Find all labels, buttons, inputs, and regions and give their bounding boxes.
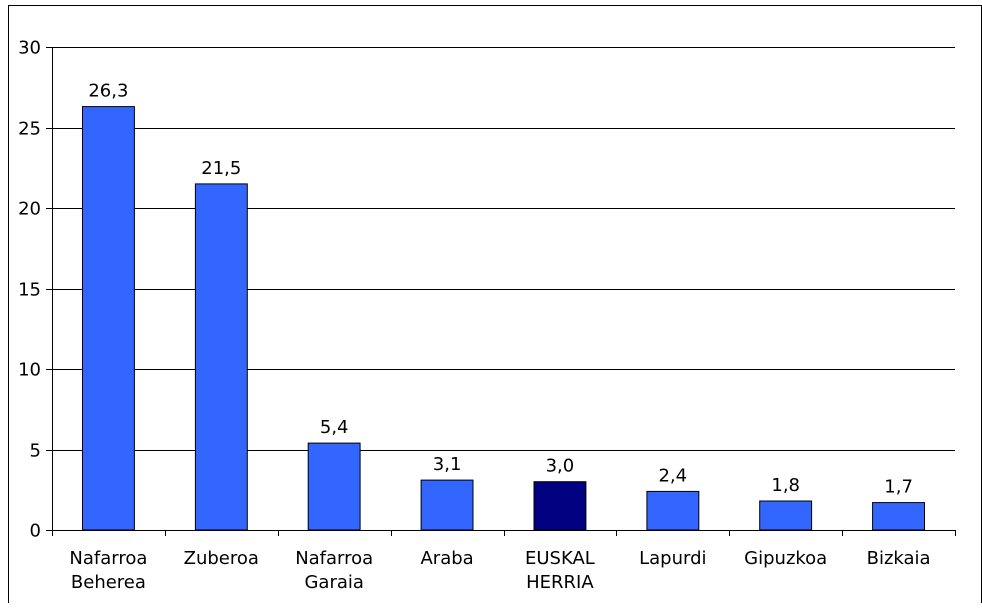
- x-tick-label-line: Araba: [420, 548, 473, 569]
- data-label: 3,1: [433, 454, 462, 475]
- data-label: 1,8: [771, 475, 800, 496]
- y-tick-label: 0: [30, 521, 41, 542]
- y-tick-label: 5: [30, 441, 41, 462]
- data-label: 21,5: [201, 158, 241, 179]
- data-label: 5,4: [320, 417, 349, 438]
- bars: [82, 106, 925, 531]
- x-tick-label-line: EUSKAL: [525, 548, 595, 569]
- data-label: 2,4: [658, 465, 687, 486]
- x-tick-label: Gipuzkoa: [744, 548, 827, 569]
- labels: 26,3 21,5 5,4 3,1 3,0 2,4 1,8 1,7 0 5 10 15 20 25 30 Na…: [18, 38, 930, 594]
- x-tick-label-line: Zuberoa: [184, 548, 259, 569]
- bar: [872, 502, 925, 531]
- data-label: 1,7: [884, 477, 913, 498]
- bar: [533, 481, 587, 531]
- x-tick-label: Bizkaia: [867, 548, 931, 569]
- y-tick-label: 25: [18, 119, 41, 140]
- x-tick-label: Zuberoa: [184, 548, 259, 569]
- x-tick-label-line: Lapurdi: [639, 548, 706, 569]
- y-tick-label: 10: [18, 360, 41, 381]
- x-tick-label-line: Beherea: [71, 572, 146, 593]
- x-tick-label-line: Nafarroa: [69, 548, 147, 569]
- x-tick-label: Nafarroa Garaia: [295, 548, 373, 593]
- x-tick-label: EUSKAL HERRIA: [525, 548, 595, 593]
- bar: [420, 479, 474, 531]
- x-tick-label-line: Garaia: [304, 572, 363, 593]
- x-tick-label-line: Bizkaia: [867, 548, 931, 569]
- y-tick-label: 30: [18, 38, 41, 59]
- y-tick-label: 20: [18, 199, 41, 220]
- x-tick-label-line: Nafarroa: [295, 548, 373, 569]
- x-tick-label-line: HERRIA: [526, 572, 594, 593]
- data-label: 3,0: [546, 456, 575, 477]
- x-tick-label: Lapurdi: [639, 548, 706, 569]
- chart-frame: [8, 5, 982, 606]
- data-label: 26,3: [88, 81, 128, 102]
- bar: [194, 183, 248, 531]
- y-tick-label: 15: [18, 280, 41, 301]
- bar: [307, 442, 361, 531]
- x-tick-label-line: Gipuzkoa: [744, 548, 827, 569]
- axes: [46, 47, 956, 536]
- bar: [646, 490, 700, 531]
- bar: [82, 106, 135, 531]
- bar: [759, 500, 813, 531]
- x-tick-label: Araba: [420, 548, 473, 569]
- x-tick-label: Nafarroa Beherea: [69, 548, 147, 593]
